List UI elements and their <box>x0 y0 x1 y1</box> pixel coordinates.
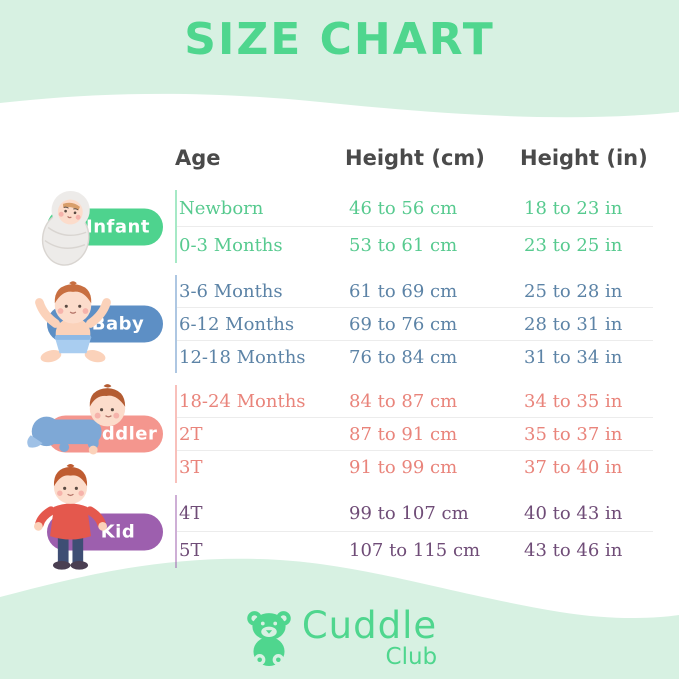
cell-height-cm: 99 to 107 cm <box>349 502 469 524</box>
cell-age: Newborn <box>179 197 264 219</box>
brand-subname: Club <box>385 644 438 670</box>
cell-height-cm: 84 to 87 cm <box>349 390 458 412</box>
cell-height-in: 25 to 28 in <box>524 280 623 302</box>
cell-age: 6-12 Months <box>179 313 295 335</box>
table-row: 3T 91 to 99 cm 37 to 40 in <box>177 450 653 483</box>
cell-height-cm: 61 to 69 cm <box>349 280 458 302</box>
group-kid-side: Kid <box>25 463 175 570</box>
group-baby-side: Baby <box>25 275 175 373</box>
brand-logo: Cuddle Club <box>0 607 679 669</box>
infant-rows: Newborn 46 to 56 cm 18 to 23 in 0-3 Mont… <box>175 190 653 263</box>
table-row: 0-3 Months 53 to 61 cm 23 to 25 in <box>177 226 653 263</box>
cell-age: 18-24 Months <box>179 390 306 412</box>
brand-name: Cuddle <box>301 604 438 647</box>
header-height-in: Height (in) <box>520 146 648 170</box>
cell-age: 4T <box>179 502 203 524</box>
cell-age: 3-6 Months <box>179 280 283 302</box>
table-row: 4T 99 to 107 cm 40 to 43 in <box>177 495 653 531</box>
cell-height-in: 40 to 43 in <box>524 502 623 524</box>
cell-height-in: 23 to 25 in <box>524 234 623 256</box>
group-baby: Baby 3-6 Months 61 <box>25 275 653 373</box>
brand-logo-text: Cuddle Club <box>302 607 437 669</box>
table-row: 12-18 Months 76 to 84 cm 31 to 34 in <box>177 340 653 373</box>
cell-height-cm: 87 to 91 cm <box>349 423 458 445</box>
cell-height-in: 34 to 35 in <box>524 390 623 412</box>
cell-height-cm: 46 to 56 cm <box>349 197 458 219</box>
table-row: Newborn 46 to 56 cm 18 to 23 in <box>177 190 653 226</box>
crawling-toddler-illustration <box>27 384 126 455</box>
group-toddler-side: Toddler <box>25 384 175 483</box>
cell-height-cm: 107 to 115 cm <box>349 539 481 561</box>
table-row: 6-12 Months 69 to 76 cm 28 to 31 in <box>177 307 653 340</box>
page-title: SIZE CHART <box>184 14 495 65</box>
table-row: 5T 107 to 115 cm 43 to 46 in <box>177 531 653 568</box>
table-row: 2T 87 to 91 cm 35 to 37 in <box>177 417 653 450</box>
cell-age: 2T <box>179 423 203 445</box>
toddler-rows: 18-24 Months 84 to 87 cm 34 to 35 in 2T … <box>175 385 653 483</box>
cell-height-in: 18 to 23 in <box>524 197 623 219</box>
header-age: Age <box>175 146 221 170</box>
cell-height-cm: 53 to 61 cm <box>349 234 458 256</box>
cell-height-cm: 91 to 99 cm <box>349 456 458 478</box>
swaddled-infant-illustration <box>41 190 90 266</box>
cell-age: 3T <box>179 456 203 478</box>
group-kid: Kid 4T <box>25 463 653 570</box>
cell-age: 0-3 Months <box>179 234 283 256</box>
size-chart-table: Age Height (cm) Height (in) Infant <box>25 136 653 580</box>
cell-height-in: 37 to 40 in <box>524 456 623 478</box>
group-toddler: Toddler 18-24 Months 84 to <box>25 384 653 483</box>
table-header-row: Age Height (cm) Height (in) <box>25 136 653 180</box>
cell-age: 5T <box>179 539 203 561</box>
teddy-bear-icon <box>247 611 291 666</box>
group-infant: Infant <box>25 190 653 266</box>
cell-height-in: 28 to 31 in <box>524 313 623 335</box>
table-row: 18-24 Months 84 to 87 cm 34 to 35 in <box>177 385 653 417</box>
header-height-cm: Height (cm) <box>345 146 485 170</box>
group-infant-side: Infant <box>25 190 175 266</box>
cell-height-in: 43 to 46 in <box>524 539 623 561</box>
cell-age: 12-18 Months <box>179 346 306 368</box>
kid-rows: 4T 99 to 107 cm 40 to 43 in 5T 107 to 11… <box>175 495 653 568</box>
sitting-baby-illustration <box>35 281 111 363</box>
baby-rows: 3-6 Months 61 to 69 cm 25 to 28 in 6-12 … <box>175 275 653 373</box>
cell-height-cm: 76 to 84 cm <box>349 346 458 368</box>
cell-height-in: 31 to 34 in <box>524 346 623 368</box>
standing-kid-illustration <box>33 463 108 570</box>
cell-height-cm: 69 to 76 cm <box>349 313 458 335</box>
cell-height-in: 35 to 37 in <box>524 423 623 445</box>
table-row: 3-6 Months 61 to 69 cm 25 to 28 in <box>177 275 653 307</box>
